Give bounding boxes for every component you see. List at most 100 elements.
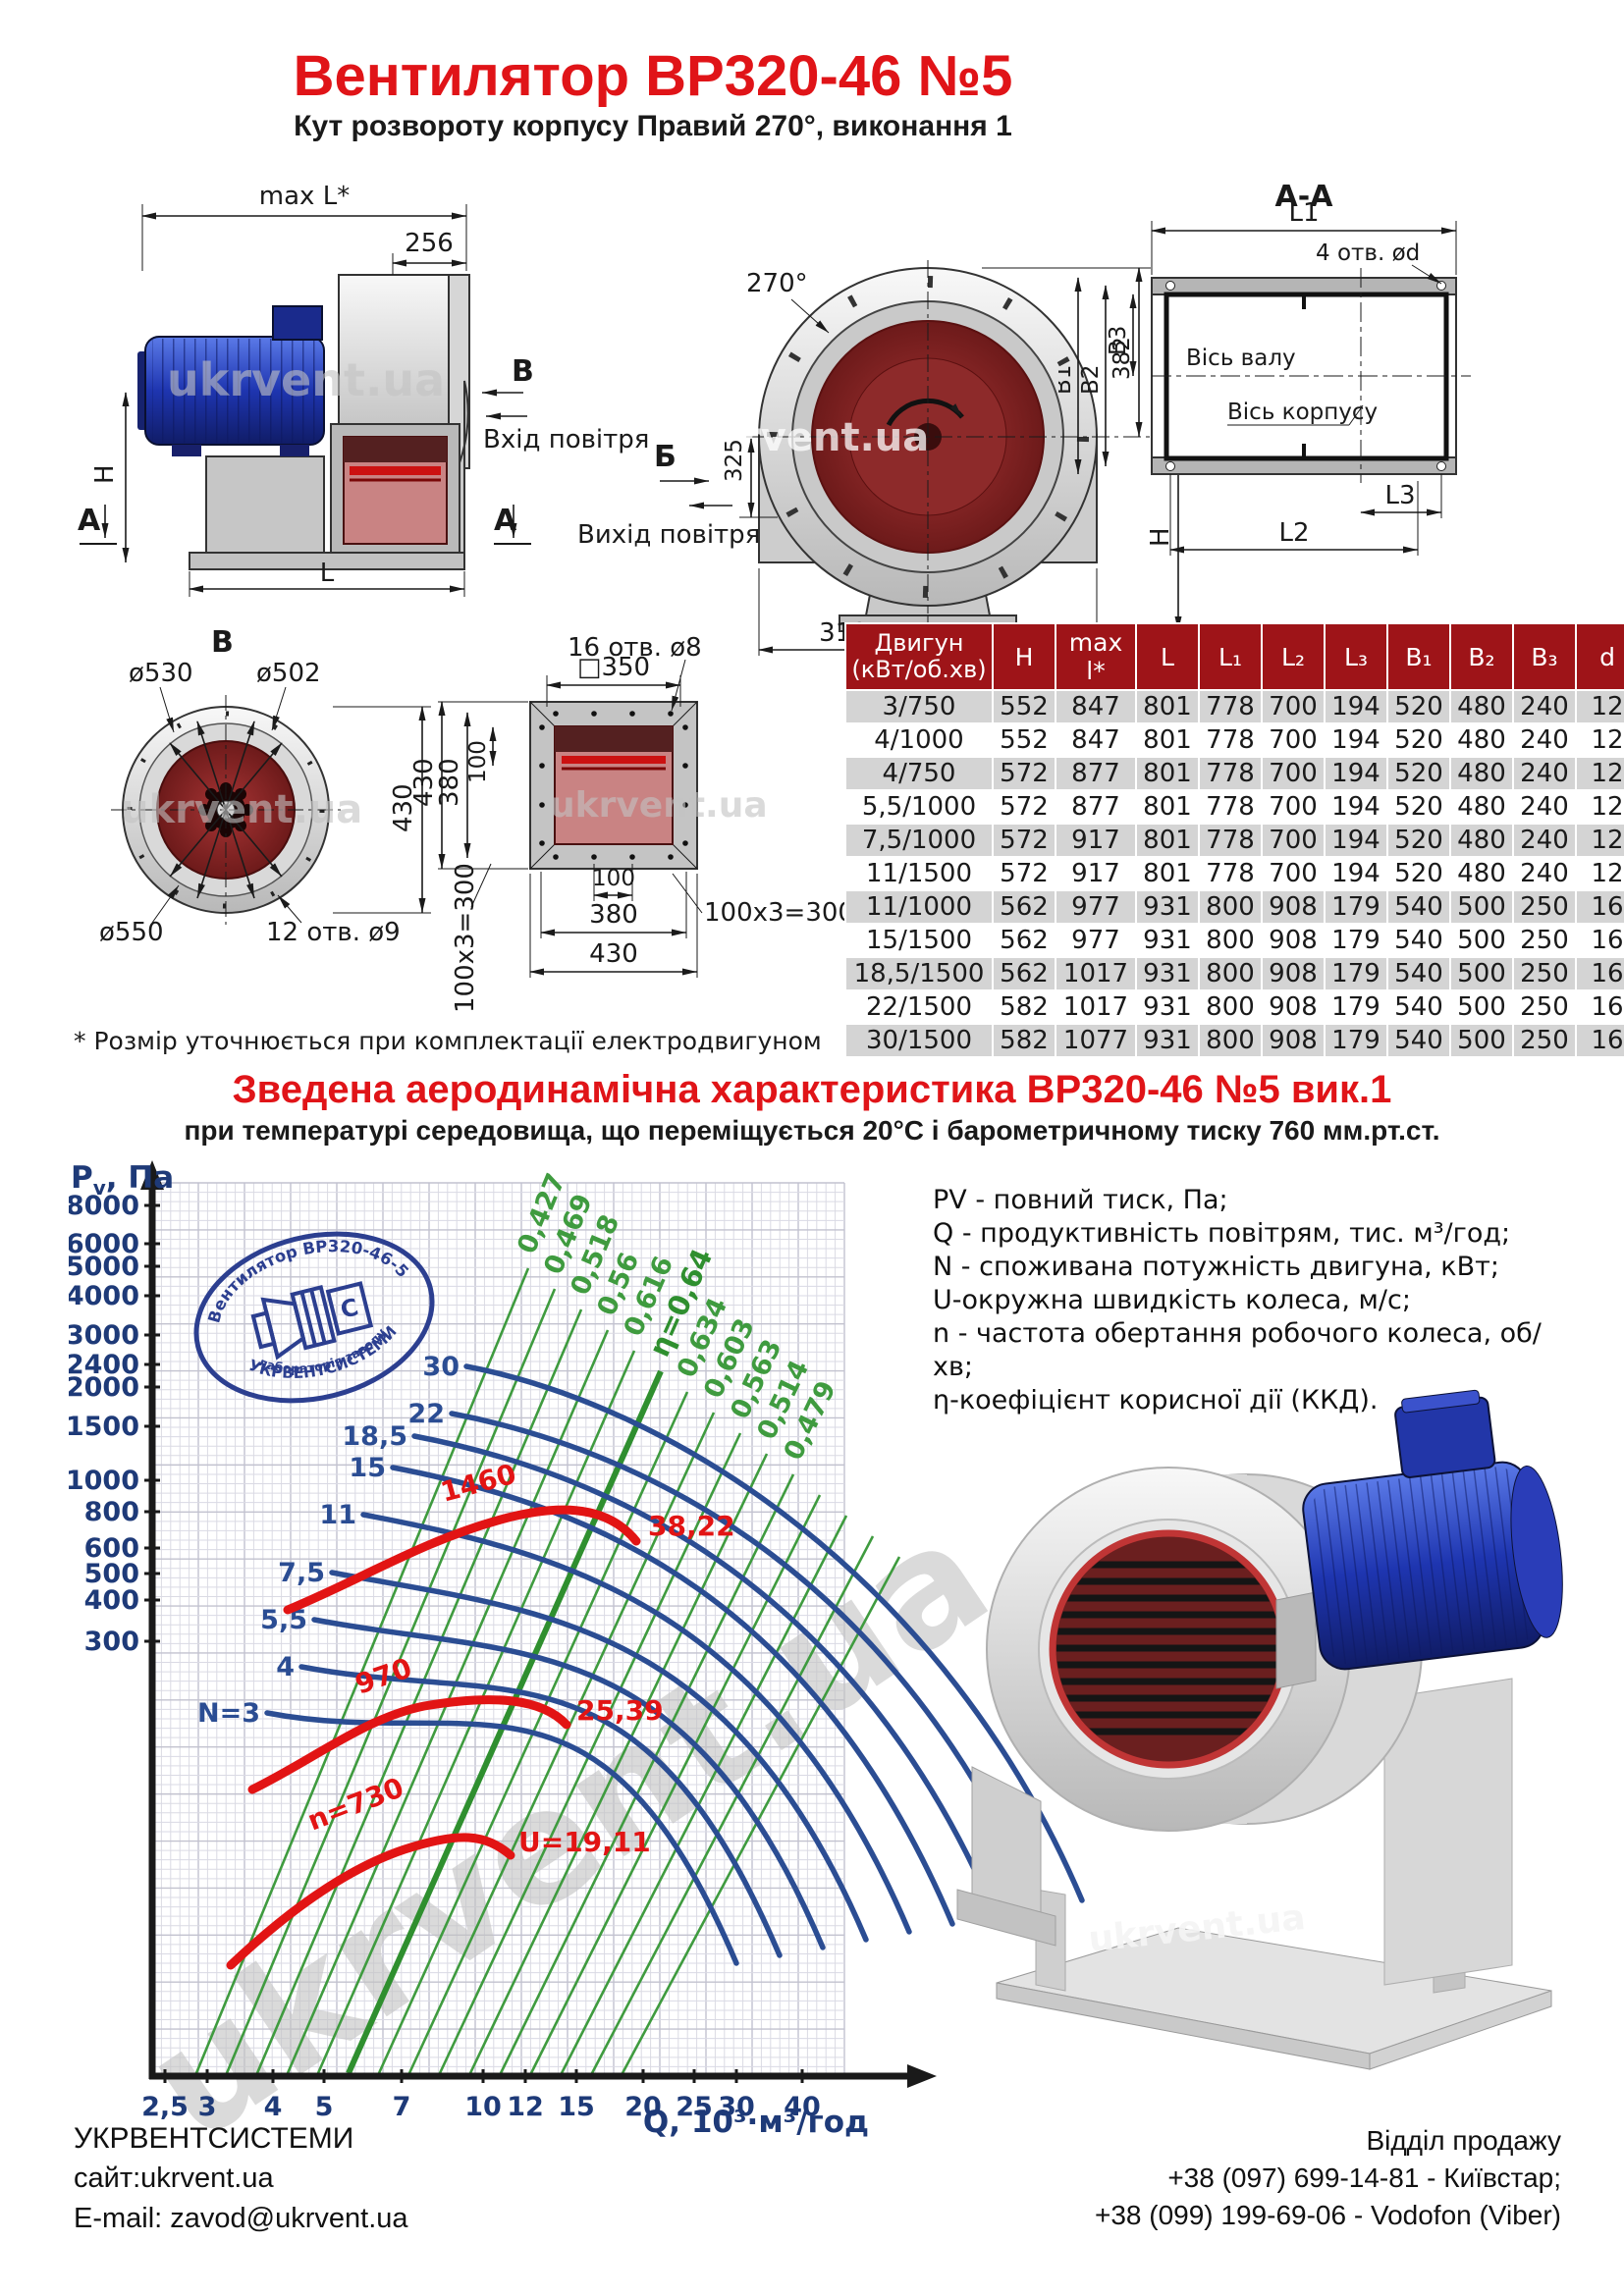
table-cell: 194 (1324, 756, 1388, 791)
section-aa-dimensions: L1 4 отв. ød B1 B2 B3 Вісь валу Вісь кор… (1058, 198, 1457, 556)
section-aa-drawing: А-А L1 4 отв. ød B1 B2 B3 Вісь валу (1058, 180, 1471, 556)
y-tick-label: 5000 (69, 1252, 139, 1282)
legend-line: η-коефіцієнт корисної дії (ККД). (933, 1385, 1379, 1415)
y-axis-title: Pv, Па (71, 1160, 174, 1200)
y-tick-label: 300 (84, 1627, 139, 1657)
watermark: ukrvent.ua (550, 785, 768, 826)
table-cell: 847 (1055, 722, 1137, 758)
table-cell: 16 (1575, 889, 1624, 925)
y-tick-label: 8000 (69, 1191, 139, 1221)
table-cell: 908 (1261, 1023, 1326, 1058)
legend-line: n - частота обертання робочого колеса, о… (933, 1318, 1542, 1382)
power-curve-label: 7,5 (278, 1558, 325, 1588)
table-cell: 480 (1449, 756, 1514, 791)
y-tick-label: 6000 (69, 1229, 139, 1259)
table-cell: 801 (1135, 856, 1200, 891)
table-cell: 977 (1055, 923, 1137, 958)
sales-dept-label: Відділ продажу (1366, 2125, 1561, 2156)
table-cell: 16 (1575, 989, 1624, 1025)
table-cell: 520 (1386, 823, 1451, 858)
table-cell: 572 (992, 823, 1056, 858)
chart-grid (151, 1182, 845, 2077)
table-cell: 240 (1512, 856, 1577, 891)
dim-h: Н (90, 464, 120, 484)
dim-l: L (320, 559, 335, 588)
table-cell: 4/750 (844, 756, 994, 791)
table-cell: 480 (1449, 856, 1514, 891)
table-row: 30/1500 582 1077 931 800 908 179 540 500 250 16 (844, 1023, 1624, 1058)
table-cell: 520 (1386, 756, 1451, 791)
table-cell: 16 (1575, 923, 1624, 958)
table-cell: 977 (1055, 889, 1137, 925)
dia-502: ø502 (256, 659, 321, 688)
table-cell: 908 (1261, 989, 1326, 1025)
section-mark-v: В (512, 354, 534, 389)
sales-contacts: Відділ продажу +38 (097) 699-14-81 - Киї… (1095, 2122, 1561, 2234)
dim-430-left: 430 (412, 758, 439, 807)
dim-l2: L2 (1278, 518, 1309, 548)
table-cell: 250 (1512, 889, 1577, 925)
y-tick-label: 600 (84, 1533, 139, 1564)
table-cell: 1017 (1055, 989, 1137, 1025)
table-cell: 700 (1261, 722, 1326, 758)
y-tick-label: 400 (84, 1585, 139, 1616)
table-header: B₃ (1512, 622, 1577, 691)
impeller-view-drawing: В ukrvent.ua ø530 ø502 ø550 (99, 625, 431, 947)
dim-380-bottom: 380 (589, 900, 638, 930)
dim-l3: L3 (1384, 481, 1415, 510)
table-cell: 908 (1261, 889, 1326, 925)
table-cell: 801 (1135, 722, 1200, 758)
table-cell: 194 (1324, 856, 1388, 891)
table-cell: 12 (1575, 756, 1624, 791)
section-aa-shapes (1151, 268, 1471, 483)
watermark: ukrvent.ua (167, 353, 445, 406)
table-cell: 800 (1198, 1023, 1263, 1058)
chart-subtitle: при температурі середовища, що переміщує… (184, 1115, 1440, 1146)
table-cell: 1017 (1055, 956, 1137, 991)
table-cell: 12 (1575, 823, 1624, 858)
x-tick-label: 7 (393, 2092, 411, 2122)
table-cell: 800 (1198, 923, 1263, 958)
table-header: B₂ (1449, 622, 1514, 691)
table-cell: 240 (1512, 823, 1577, 858)
dim-256: 256 (405, 229, 454, 258)
table-cell: 778 (1198, 722, 1263, 758)
table-cell: 540 (1386, 1023, 1451, 1058)
table-cell: 18,5/1500 (844, 956, 994, 991)
table-cell: 194 (1324, 823, 1388, 858)
table-cell: 931 (1135, 989, 1200, 1025)
footnote: * Розмір уточнюється при комплектації ел… (74, 1027, 822, 1055)
table-row: 3/750 552 847 801 778 700 194 520 480 240 12 (844, 689, 1624, 724)
table-cell: 540 (1386, 989, 1451, 1025)
page-title: Вентилятор ВР320-46 №5 (293, 44, 1013, 108)
table-cell: 12 (1575, 689, 1624, 724)
table-cell: 5,5/1000 (844, 789, 994, 825)
company-name: УКРВЕНТСИСТЕМИ (74, 2122, 354, 2155)
table-cell: 194 (1324, 722, 1388, 758)
side-view-dimensions: max L* 256 Н А А L В Вхід повітря (78, 182, 649, 597)
table-row: 5,5/1000 572 877 801 778 700 194 520 480 240 12 (844, 789, 1624, 825)
svg-text:С: С (338, 1293, 361, 1323)
table-cell: 480 (1449, 789, 1514, 825)
shaft-axis-label: Вісь валу (1186, 346, 1296, 371)
x-tick-label: 20 (624, 2092, 662, 2122)
table-cell: 179 (1324, 1023, 1388, 1058)
angle-270: 270° (746, 269, 808, 298)
table-row: 11/1000 562 977 931 800 908 179 540 500 250 16 (844, 889, 1624, 925)
table-header: L (1135, 622, 1200, 691)
dim-l1: L1 (1288, 198, 1319, 228)
x-tick-label: 12 (507, 2092, 544, 2122)
y-tick-label: 800 (84, 1497, 139, 1527)
table-cell: 562 (992, 889, 1056, 925)
table-cell: 801 (1135, 789, 1200, 825)
table-cell: 15/1500 (844, 923, 994, 958)
table-cell: 700 (1261, 756, 1326, 791)
table-cell: 7,5/1000 (844, 823, 994, 858)
table-header: Н (992, 622, 1056, 691)
table-cell: 30/1500 (844, 1023, 994, 1058)
email: E-mail: zavod@ukrvent.ua (74, 2203, 408, 2234)
x-tick-label: 3 (198, 2092, 217, 2122)
table-cell: 179 (1324, 923, 1388, 958)
table-cell: 778 (1198, 856, 1263, 891)
